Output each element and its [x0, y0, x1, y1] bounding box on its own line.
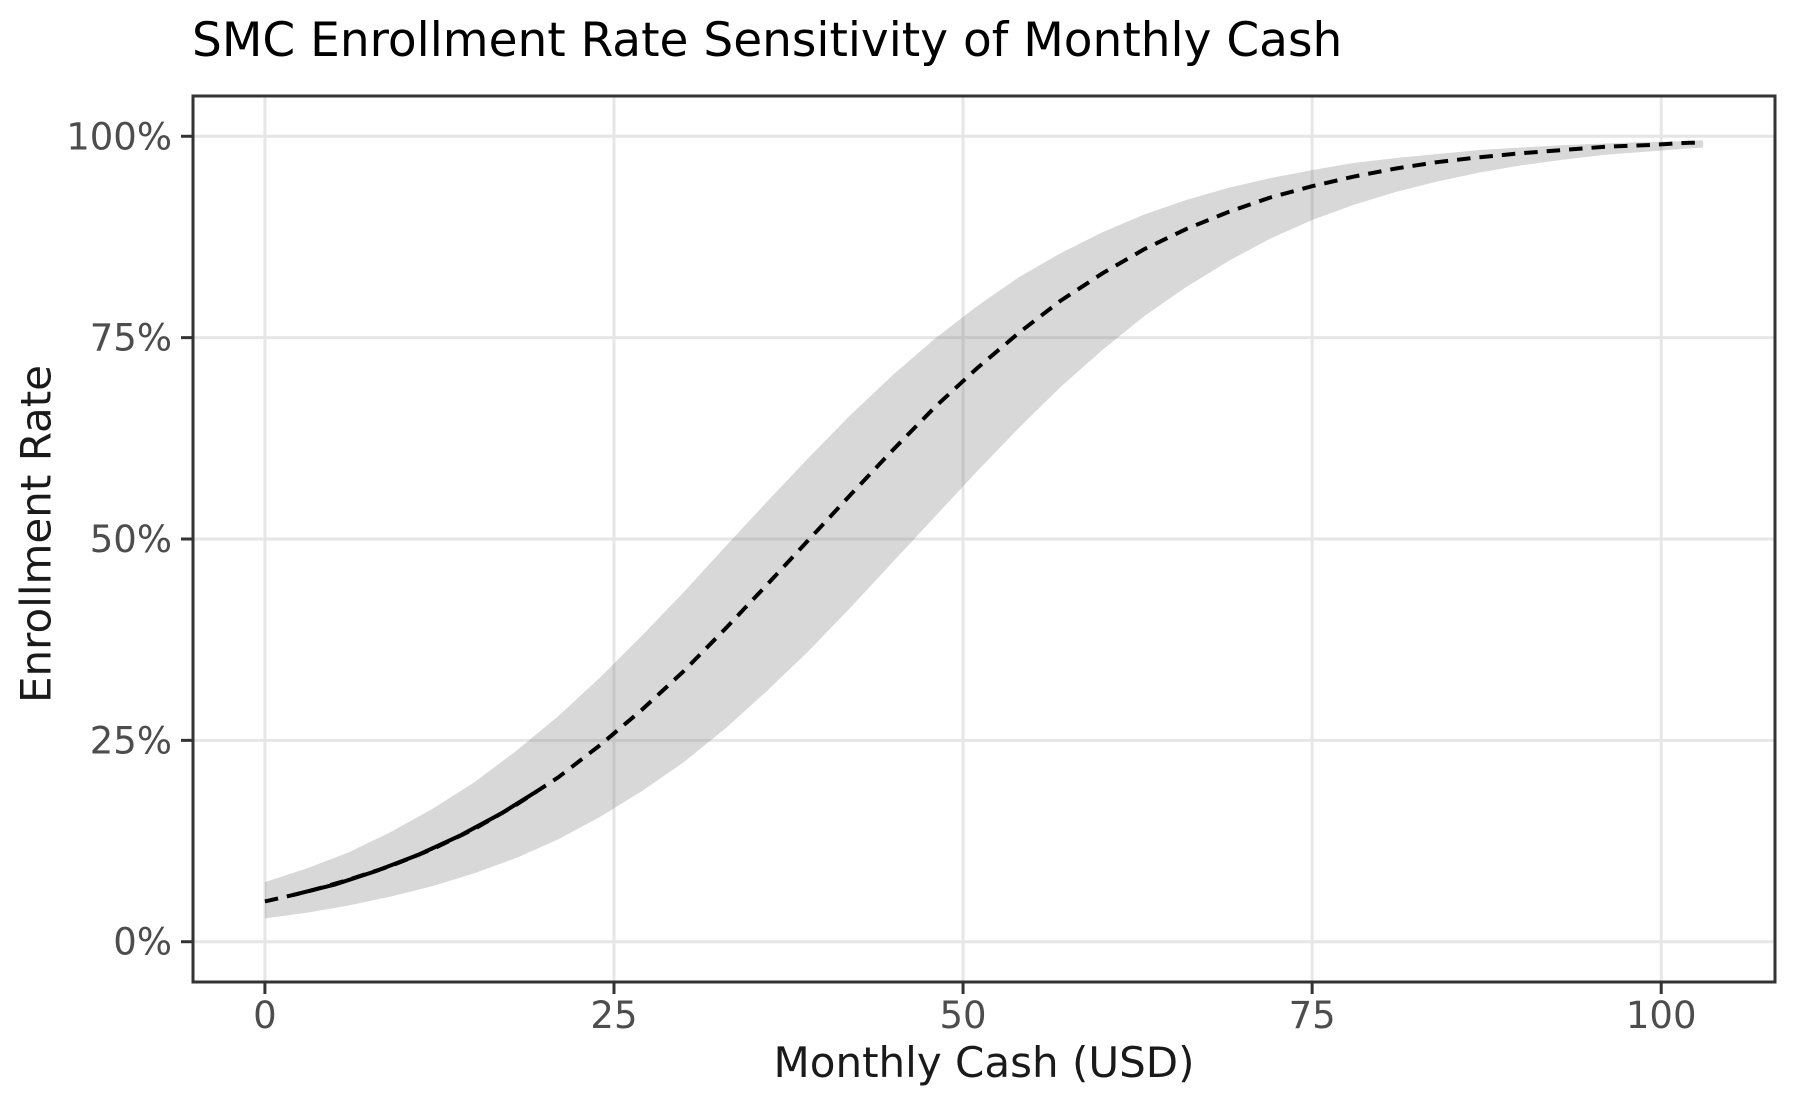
fitted-enrollment-curve — [264, 140, 1704, 904]
x-tick-label-50: 50 — [940, 994, 987, 1037]
y-axis-title: Enrollment Rate — [11, 364, 61, 704]
plot-title: SMC Enrollment Rate Sensitivity of Month… — [192, 13, 1343, 68]
x-axis-title: Monthly Cash (USD) — [773, 1038, 1195, 1087]
x-tick-label-100: 100 — [1626, 994, 1697, 1037]
x-tick-label-0: 0 — [253, 994, 277, 1037]
y-tick-label-0: 0% — [113, 921, 172, 964]
x-tick-label-25: 25 — [590, 994, 637, 1037]
y-tick-label-100: 100% — [66, 115, 172, 158]
y-tick-label-75: 75% — [90, 317, 172, 360]
panel-border — [191, 94, 1777, 984]
y-tick-label-25: 25% — [90, 719, 172, 762]
observed-range-solid-segment — [292, 789, 539, 897]
y-tick-label-50: 50% — [90, 518, 172, 561]
x-tick-label-75: 75 — [1289, 994, 1336, 1037]
